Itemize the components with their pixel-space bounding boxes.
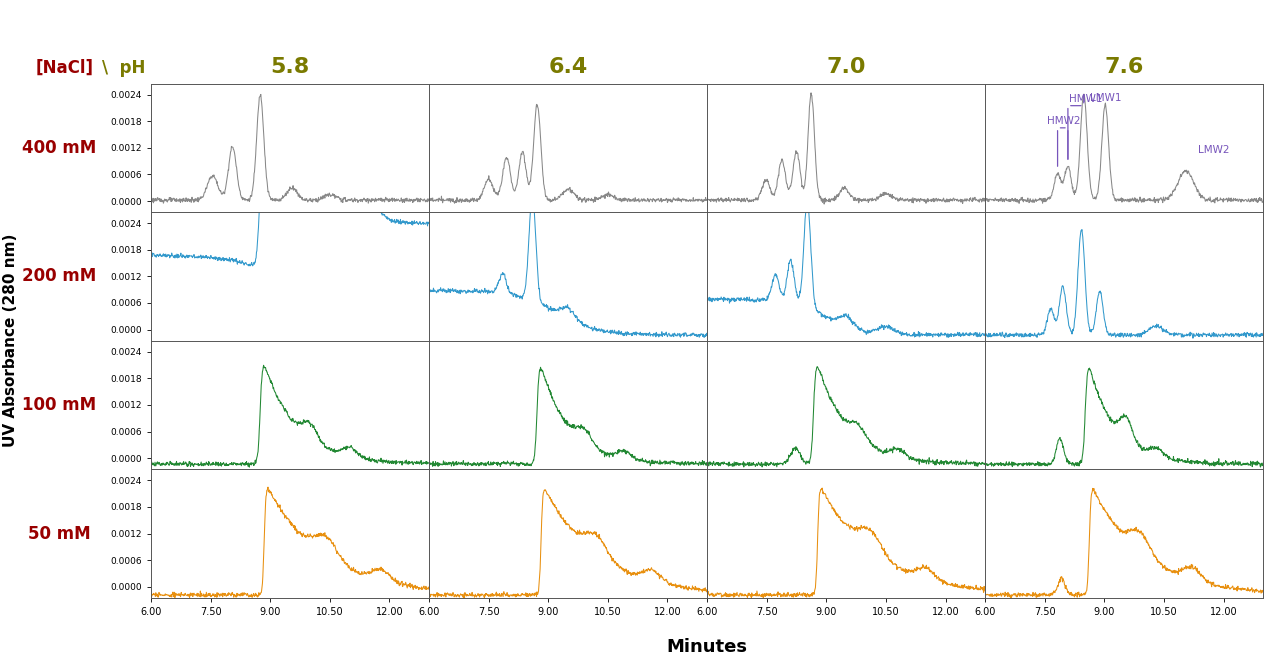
Text: 100 mM: 100 mM xyxy=(22,396,96,414)
Text: 400 mM: 400 mM xyxy=(22,139,96,157)
Text: 200 mM: 200 mM xyxy=(22,267,96,285)
Text: 7.6: 7.6 xyxy=(1105,57,1144,77)
Text: HMW2: HMW2 xyxy=(1047,116,1080,126)
Text: [NaCl]: [NaCl] xyxy=(36,59,93,77)
Text: 50 mM: 50 mM xyxy=(28,524,90,542)
Text: HMW1: HMW1 xyxy=(1070,94,1103,104)
Text: 6.4: 6.4 xyxy=(549,57,588,77)
Text: UV Absorbance (280 nm): UV Absorbance (280 nm) xyxy=(3,234,18,448)
Text: LMW1: LMW1 xyxy=(1089,94,1121,104)
Text: 7.0: 7.0 xyxy=(827,57,867,77)
Text: 5.8: 5.8 xyxy=(270,57,310,77)
Text: LMW2: LMW2 xyxy=(1198,145,1229,155)
Text: Minutes: Minutes xyxy=(667,638,748,656)
Text: \  pH: \ pH xyxy=(102,59,146,77)
